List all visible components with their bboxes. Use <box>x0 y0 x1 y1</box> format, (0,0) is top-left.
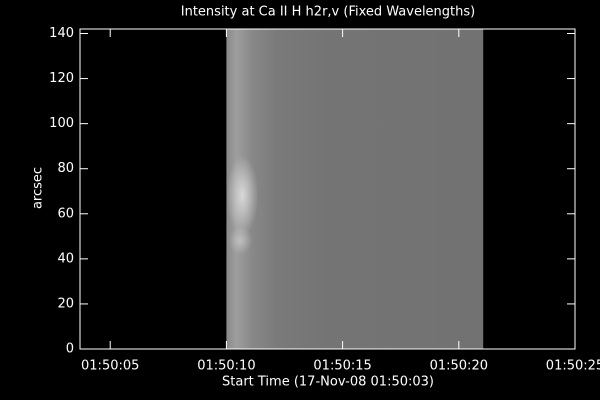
y-tick-label: 20 <box>57 296 74 311</box>
x-axis-label: Start Time (17-Nov-08 01:50:03) <box>222 375 434 390</box>
x-tick-label: 01:50:15 <box>313 359 371 374</box>
y-tick-label: 40 <box>57 251 74 266</box>
y-tick-label: 80 <box>57 161 74 176</box>
y-tick-label: 100 <box>49 116 74 131</box>
plot-frame <box>79 28 576 350</box>
x-tick-label: 01:50:10 <box>197 359 255 374</box>
y-tick-label: 60 <box>57 206 74 221</box>
x-tick-label: 01:50:05 <box>81 359 139 374</box>
y-tick-label: 120 <box>49 71 74 86</box>
x-tick-label: 01:50:25 <box>546 359 600 374</box>
x-tick-label: 01:50:20 <box>430 359 488 374</box>
y-tick-label: 0 <box>66 342 74 357</box>
image <box>226 29 484 349</box>
bright-region <box>226 155 259 236</box>
y-axis-label: arcsec <box>31 167 46 209</box>
chart-title: Intensity at Ca II H h2r,v (Fixed Wavele… <box>181 5 475 20</box>
bright-region <box>228 226 253 255</box>
y-tick-label: 140 <box>49 26 74 41</box>
